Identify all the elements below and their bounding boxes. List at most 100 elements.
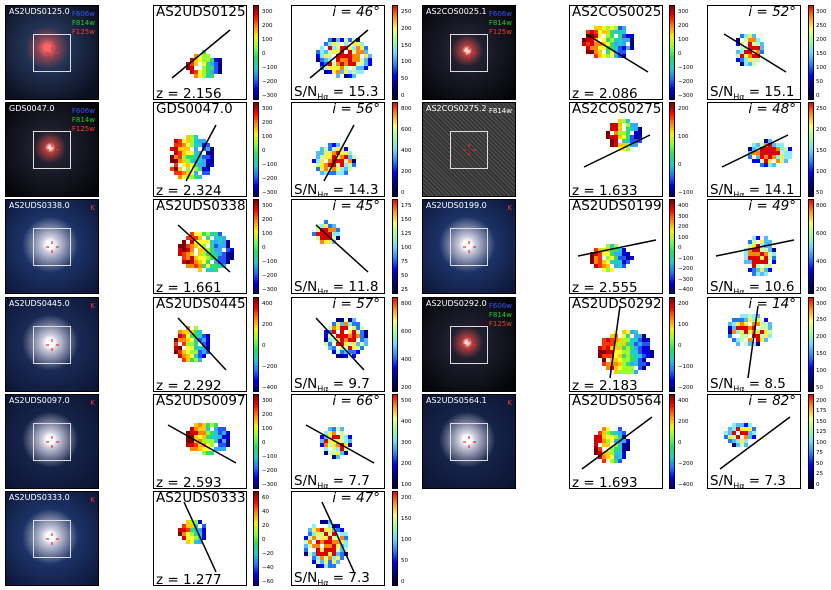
colorbar-tick-label: 200 (401, 460, 412, 467)
galaxy-id: AS2UDS0097.0 (156, 393, 246, 409)
colorbar-tick-label: −60 (262, 579, 274, 585)
inclination-label: i = 49° (748, 199, 796, 215)
colorbar-tick-label: 250 (401, 9, 412, 15)
sn-subscript: Hα (733, 93, 745, 100)
sn-label: S/NHα = 10.6 (710, 279, 794, 295)
colorbar-tick-label: 200 (678, 300, 689, 307)
colorbar-tick-label: 400 (678, 397, 689, 404)
redshift-label: z = 1.661 (156, 280, 222, 295)
colorbar-tick-label: −100 (678, 190, 694, 197)
colorbar-tick-label: 250 (816, 317, 827, 324)
colorbar-tick-label: 0 (678, 162, 682, 169)
colorbar-ticks: 300 200 100 0 −100 −200 −300 (678, 5, 708, 100)
filter-label: F814w (71, 19, 95, 27)
colorbar-tick-label: 100 (678, 134, 689, 141)
colorbar-tick-label: −100 (262, 65, 278, 71)
colorbar-tick-label: 800 (816, 203, 827, 210)
colorbar-tick-label: 200 (816, 287, 827, 294)
velocity-colorbar (253, 102, 259, 198)
filter-label: K (507, 398, 512, 407)
colorbar-ticks: 200 100 0 −100 −200 (678, 297, 708, 392)
filter-label: K (507, 204, 512, 213)
sn-subscript: Hα (317, 579, 329, 586)
colorbar-ticks: 300 200 100 0 −100 −200 −300 (262, 5, 292, 100)
colorbar-tick-label: 300 (262, 9, 273, 15)
colorbar-tick-label: 0 (401, 190, 405, 197)
colorbar-tick-label: 100 (401, 245, 412, 252)
colorbar-tick-label: 60 (262, 495, 269, 501)
inclination-label: i = 82° (748, 393, 796, 409)
kinematic-axis-line (719, 416, 791, 470)
image-id-label: AS2UDS0199.0 (426, 201, 487, 211)
image-id-label: AS2COS0025.1 (426, 7, 487, 16)
colorbar-ticks: 800 600 400 200 (816, 199, 831, 294)
colorbar-tick-label: 300 (678, 213, 689, 220)
sn-subscript: Hα (317, 190, 329, 198)
sn-map (728, 305, 772, 378)
redshift-label: z = 1.693 (572, 474, 638, 489)
filter-label: F606w (488, 301, 512, 310)
colorbar-tick-label: 100 (262, 231, 273, 238)
velocity-map (167, 422, 237, 464)
colorbar-tick-label: 200 (401, 384, 412, 391)
colorbar-tick-label: −200 (262, 273, 278, 280)
colorbar-tick-label: 0 (401, 93, 405, 99)
colorbar-tick-label: −200 (678, 79, 694, 85)
kinematic-axis-line (721, 134, 789, 168)
colorbar-tick-label: −300 (262, 481, 278, 488)
kinematic-axis-line (185, 124, 217, 182)
velocity-colorbar (669, 5, 675, 100)
redshift-label: z = 2.324 (156, 183, 222, 198)
sn-panel: i = 46° S/NHα = 15.3 (291, 5, 385, 100)
colorbar-tick-label: 800 (401, 106, 412, 113)
sn-panel: i = 47° S/NHα = 7.3 (291, 491, 385, 586)
velocity-panel: AS2UDS0564.1 z = 1.693 (569, 393, 663, 489)
velocity-map (583, 119, 651, 168)
kinematic-axis-line (305, 424, 375, 464)
colorbar-tick-label: −100 (262, 259, 278, 266)
velocity-panel: AS2UDS0292.0 z = 2.183 (569, 296, 663, 392)
colorbar-tick-label: 75 (401, 259, 408, 266)
colorbar-ticks: 300 250 200 150 100 50 (816, 297, 831, 392)
colorbar-tick-label: 50 (816, 79, 823, 85)
crosshair-icon (46, 144, 59, 157)
redshift-label: z = 2.292 (156, 377, 222, 392)
sn-panel: i = 82° S/NHα = 7.3 (707, 393, 801, 489)
sn-subscript: Hα (733, 287, 745, 295)
kinematic-axis-line (177, 317, 227, 371)
sn-text: S/N (294, 181, 318, 198)
colorbar-tick-label: −200 (262, 363, 278, 370)
sn-subscript: Hα (317, 287, 329, 295)
zoom-box (33, 422, 71, 461)
colorbar-tick-label: −100 (262, 453, 278, 460)
zoom-box (450, 228, 488, 267)
kinematic-axis-line (321, 501, 355, 573)
colorbar-tick-label: 600 (401, 127, 412, 134)
colorbar-tick-label: 0 (262, 342, 266, 349)
colorbar-ticks: 175 150 125 100 75 50 25 (401, 199, 431, 294)
colorbar-tick-label: 250 (816, 23, 827, 29)
sn-panel: i = 52° S/NHα = 15.1 (707, 5, 801, 100)
velocity-colorbar (253, 393, 259, 489)
colorbar-ticks: 300 200 100 0 −100 −200 −300 (262, 199, 292, 294)
galaxy-image-panel: AS2UDS0199.0 K (422, 199, 516, 295)
kinematic-axis-line (723, 33, 787, 73)
sn-subscript: Hα (317, 93, 329, 100)
kinematic-axis-line (167, 424, 237, 464)
galaxy-image-panel: AS2UDS0338.0 K (5, 199, 99, 295)
kinematic-axis-line (323, 124, 355, 182)
colorbar-tick-label: 400 (678, 203, 689, 210)
sn-colorbar (392, 102, 398, 198)
filter-label: F125w (71, 125, 95, 134)
kinematic-axis-line (315, 224, 369, 273)
sn-label: S/NHα = 7.3 (294, 570, 370, 586)
filter-label: F606w (71, 107, 95, 116)
sn-label: S/NHα = 9.7 (294, 375, 370, 392)
colorbar-tick-label: 50 (401, 76, 408, 83)
colorbar-tick-label: 400 (401, 148, 412, 155)
sn-value: = 9.7 (328, 375, 370, 392)
velocity-colorbar (669, 199, 675, 295)
colorbar-tick-label: 100 (401, 481, 412, 488)
colorbar-ticks: 400 200 0 −200 −400 (262, 297, 292, 392)
inclination-label: i = 45° (332, 199, 380, 215)
